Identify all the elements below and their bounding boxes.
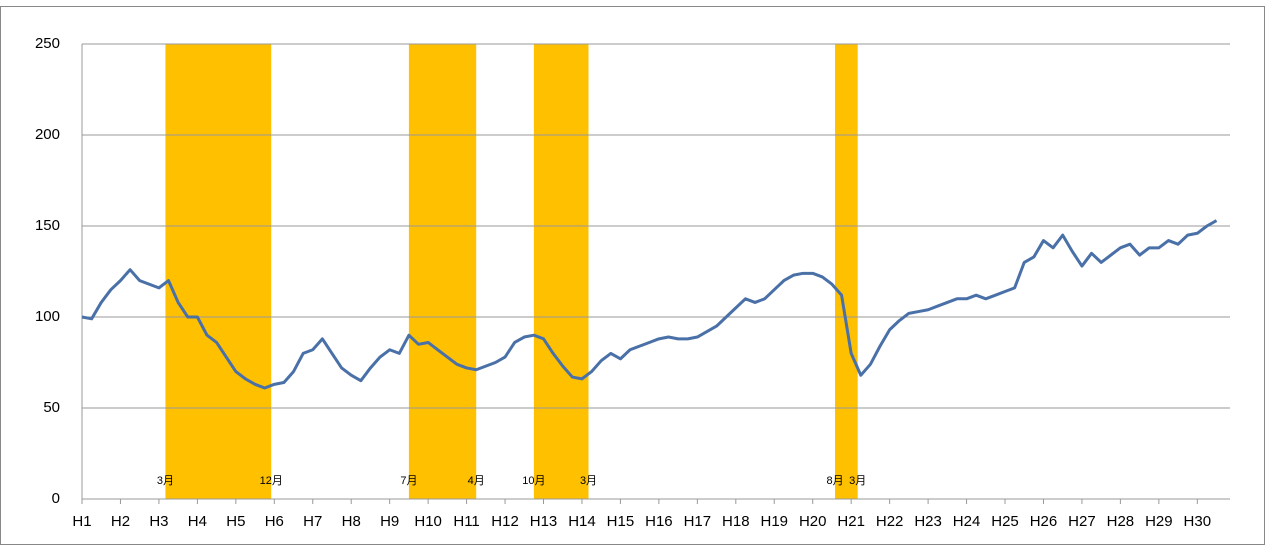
x-tick-label: H5 <box>226 513 245 530</box>
x-tick-label: H29 <box>1145 513 1173 530</box>
x-tick-label: H20 <box>799 513 827 530</box>
band-start-label: 3月 <box>157 475 174 487</box>
x-tick-label: H19 <box>760 513 788 530</box>
band-end-label: 12月 <box>260 475 283 487</box>
recession-band <box>835 44 858 499</box>
x-tick-label: H14 <box>568 513 596 530</box>
x-tick-label: H22 <box>876 513 904 530</box>
x-tick-label: H12 <box>491 513 519 530</box>
band-end-label: 4月 <box>468 475 485 487</box>
band-start-label: 8月 <box>826 475 843 487</box>
x-tick-label: H28 <box>1107 513 1135 530</box>
x-tick-label: H13 <box>530 513 558 530</box>
x-tick-label: H30 <box>1184 513 1212 530</box>
y-tick-label: 50 <box>43 399 60 416</box>
y-tick-label: 250 <box>35 35 60 52</box>
band-start-label: 10月 <box>522 475 545 487</box>
x-tick-label: H27 <box>1068 513 1096 530</box>
x-tick-label: H24 <box>953 513 981 530</box>
band-end-label: 3月 <box>849 475 866 487</box>
data-line <box>81 219 1218 390</box>
y-tick-label: 100 <box>35 308 60 325</box>
y-tick-label: 150 <box>35 217 60 234</box>
recession-band <box>533 44 589 499</box>
y-tick-label: 200 <box>35 126 60 143</box>
x-tick-label: H2 <box>111 513 130 530</box>
recession-band <box>165 44 272 499</box>
x-tick-label: H10 <box>414 513 442 530</box>
x-tick-label: H7 <box>303 513 322 530</box>
band-start-label: 7月 <box>400 475 417 487</box>
x-tick-label: H4 <box>188 513 207 530</box>
x-tick-label: H8 <box>342 513 361 530</box>
x-tick-label: H26 <box>1030 513 1058 530</box>
x-tick-label: H16 <box>645 513 673 530</box>
x-tick-label: H3 <box>149 513 168 530</box>
band-end-label: 3月 <box>580 475 597 487</box>
x-tick-label: H9 <box>380 513 399 530</box>
x-tick-label: H17 <box>684 513 712 530</box>
x-tick-label: H1 <box>72 513 91 530</box>
recession-band <box>408 44 477 499</box>
x-tick-label: H6 <box>265 513 284 530</box>
x-tick-label: H18 <box>722 513 750 530</box>
x-tick-label: H15 <box>607 513 635 530</box>
x-tick-label: H21 <box>837 513 865 530</box>
y-tick-label: 0 <box>52 490 60 507</box>
x-tick-label: H11 <box>453 513 479 530</box>
x-tick-label: H23 <box>914 513 942 530</box>
x-tick-label: H25 <box>991 513 1019 530</box>
